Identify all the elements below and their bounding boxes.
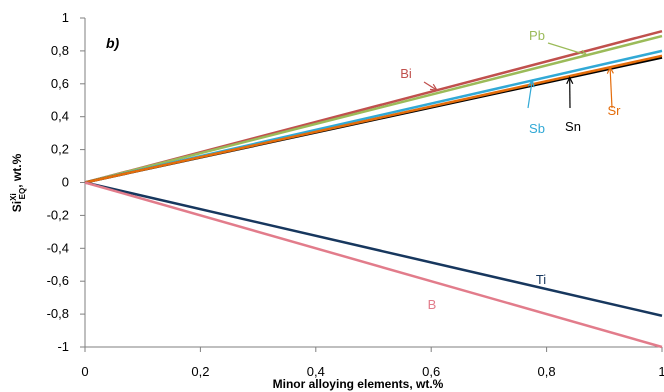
y-tick-label: -0,2 (47, 207, 69, 222)
panel-label: b) (106, 35, 120, 51)
series-label-sn: Sn (565, 119, 581, 134)
x-axis-title: Minor alloying elements, wt.% (273, 377, 444, 391)
y-axis-title-base: Si (10, 201, 24, 212)
axes (80, 17, 663, 352)
series-label-sb: Sb (529, 121, 545, 136)
y-tick-label: -0,6 (47, 273, 69, 288)
y-axis-title-suffix: , wt.% (10, 153, 24, 187)
y-tick-label: 0,2 (51, 142, 69, 157)
y-tick-label: -0,4 (47, 240, 69, 255)
y-tick-label: 0,8 (51, 43, 69, 58)
series-label-b: B (428, 297, 437, 312)
x-tick-label: 0,8 (538, 364, 556, 379)
y-tick-label: 1 (62, 10, 69, 25)
x-tick-label: 0,2 (191, 364, 209, 379)
x-tick-label: 0,4 (307, 364, 325, 379)
y-tick-label: 0 (62, 175, 69, 190)
series-lines (84, 29, 663, 349)
series-annotations: Bi Pb Sb Sn Sr Ti B (400, 28, 621, 312)
y-axis-title-sub: EQ (18, 188, 27, 200)
x-tick-label: 0,6 (422, 364, 440, 379)
y-axis-title-sup: Xi (9, 193, 18, 201)
y-tick-label: 0,4 (51, 109, 69, 124)
y-axis-title: SiXiEQ, wt.% (9, 153, 27, 212)
series-arrowhead-sr (606, 65, 614, 74)
series-line-ti (84, 181, 663, 317)
y-tick-label: -1 (57, 339, 69, 354)
x-tick-labels: 0 0,2 0,4 0,6 0,8 1 (81, 364, 664, 379)
series-arrow-sr (609, 67, 613, 109)
series-arrow-pb (547, 42, 588, 56)
series-arrowhead-bi (429, 83, 439, 91)
series-line-pb (84, 34, 663, 184)
x-tick-label: 0 (81, 364, 88, 379)
series-line-b (84, 181, 663, 349)
series-label-ti: Ti (536, 272, 546, 287)
y-tick-label: 0,6 (51, 76, 69, 91)
series-arrowhead-sn (566, 76, 574, 85)
series-arrow-sb (527, 80, 533, 109)
series-line-sr (84, 54, 663, 184)
y-tick-label: -0,8 (47, 306, 69, 321)
series-label-bi: Bi (400, 66, 412, 81)
y-tick-labels: 1 0,8 0,6 0,4 0,2 0 -0,2 -0,4 -0,6 -0,8 -1 (47, 10, 69, 354)
x-tick-label: 1 (658, 364, 664, 379)
series-label-pb: Pb (529, 28, 545, 43)
series-arrow-bi (423, 81, 438, 91)
series-arrowhead-sb (527, 79, 535, 88)
series-arrowhead-pb (579, 49, 589, 57)
series-label-sr: Sr (608, 103, 622, 118)
